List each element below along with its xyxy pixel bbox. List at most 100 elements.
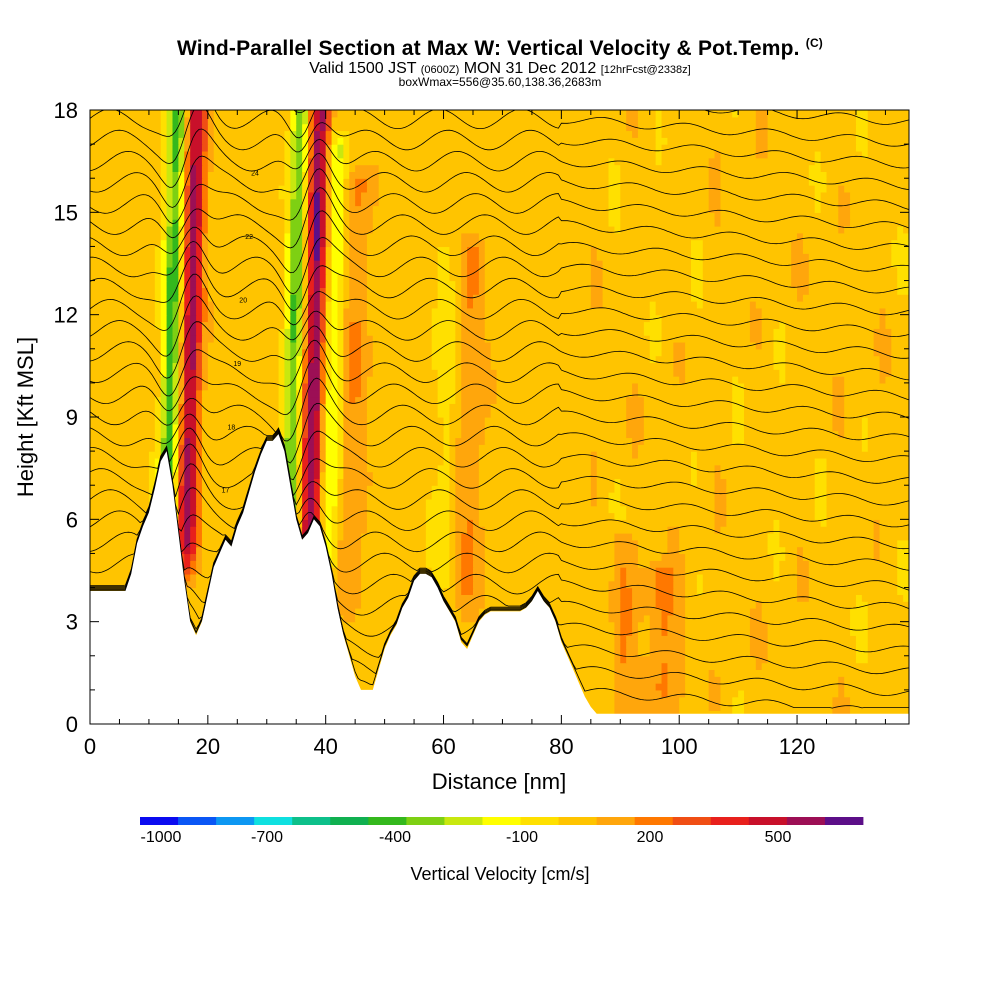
field-cell [290,178,297,186]
field-cell [172,191,179,200]
field-cell [726,492,816,500]
field-cell [814,464,828,473]
field-cell [166,239,174,248]
field-cell [690,294,704,302]
colorbar-swatch [634,817,674,825]
field-cell [184,137,191,145]
field-cell [337,464,344,473]
field-cell [160,341,168,350]
field-cell [632,628,639,636]
field-cell [190,526,197,534]
field-cell [461,410,492,418]
field-cell [172,498,179,507]
field-cell [343,157,350,166]
field-cell [449,580,456,589]
field-cell [431,362,456,370]
field-cell [885,376,909,384]
field-cell [207,144,215,152]
field-cell [166,301,174,309]
field-cell [201,492,274,500]
field-cell [308,253,315,261]
field-cell [661,553,686,561]
field-cell [319,328,327,336]
field-cell [791,266,810,275]
field-cell [207,301,215,309]
field-cell [343,314,368,323]
field-cell [278,348,286,357]
field-cell [755,130,769,138]
field-cell [308,178,315,186]
field-cell [302,314,309,323]
field-cell [626,635,639,643]
field-cell [897,553,909,561]
field-cell [626,655,686,664]
field-cell [337,512,344,520]
field-cell [172,437,179,445]
field-cell [178,116,185,125]
field-cell [284,273,291,282]
field-cell [172,225,179,234]
field-cell [779,369,786,377]
field-cell [90,301,156,309]
field-cell [620,567,627,575]
field-cell [637,382,733,391]
field-cell [431,567,451,575]
field-cell [791,239,804,248]
field-cell [325,280,333,288]
field-cell [178,498,185,507]
field-cell [897,225,904,234]
field-cell [178,219,185,227]
field-cell [708,178,722,186]
field-cell [172,314,179,323]
field-cell [325,382,333,391]
field-cell [343,478,374,486]
field-cell [325,341,333,350]
field-cell [337,389,344,398]
field-cell [284,212,291,220]
field-cell [296,355,303,364]
field-cell [855,601,869,609]
field-cell [160,185,168,193]
field-cell [331,369,339,377]
field-cell [744,382,833,391]
field-cell [154,266,162,275]
field-cell [378,171,610,179]
field-cell [455,287,462,295]
field-cell [308,198,315,207]
field-cell [455,382,462,391]
field-cell [643,321,663,329]
field-cell [201,171,209,179]
field-cell [779,539,875,548]
field-cell [808,266,898,275]
field-cell [290,273,303,282]
field-cell [207,307,215,316]
field-cell [449,260,462,268]
field-cell [590,273,604,282]
field-cell [331,287,339,295]
field-cell [90,642,615,650]
field-cell [325,185,333,193]
field-cell [313,185,321,193]
field-cell [484,594,610,602]
field-cell [207,205,286,213]
field-cell [455,355,462,364]
field-cell [714,219,722,227]
field-cell [349,191,356,200]
field-cell [319,369,327,377]
field-cell [720,703,733,711]
field-cell [184,144,191,152]
field-cell [773,341,786,350]
field-cell [172,355,179,364]
field-cell [331,273,339,282]
field-cell [190,444,197,452]
field-cell [349,144,657,152]
field-cell [855,116,869,125]
field-cell [343,417,368,425]
field-cell [184,212,191,220]
field-cell [449,567,456,575]
colorbar-tick-labels: -1000 -700 -400 -100 200 500 [141,829,792,846]
field-cell [343,396,350,404]
field-cell [696,451,909,459]
field-cell [437,280,456,288]
field-cell [178,410,185,418]
